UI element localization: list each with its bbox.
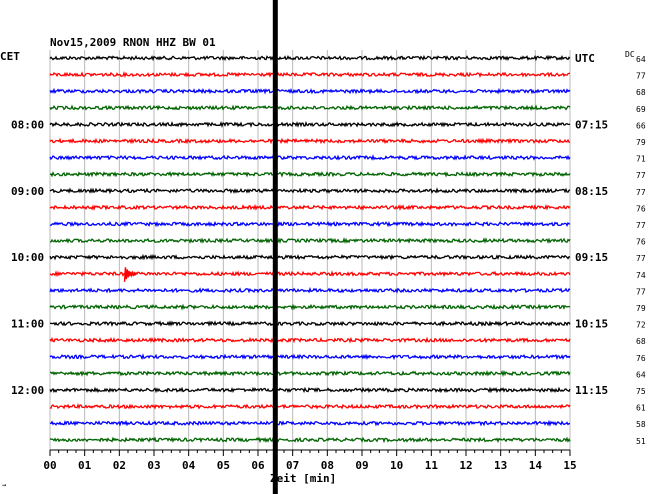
trace-line xyxy=(49,187,571,195)
right-time-labels: UTC 07:15 08:15 09:15 10:15 11:15 xyxy=(575,52,608,397)
dc-value: 58 xyxy=(636,420,646,429)
dc-value: 77 xyxy=(636,287,646,296)
trace-line xyxy=(49,220,571,228)
dc-value: 69 xyxy=(636,105,646,114)
left-time-label: 08:00 xyxy=(11,118,44,131)
right-time-label: 11:15 xyxy=(575,384,608,397)
x-tick-label: 10 xyxy=(390,459,403,472)
dc-value: 77 xyxy=(636,188,646,197)
trace-line xyxy=(49,71,571,79)
dc-value: 79 xyxy=(636,304,646,313)
chart-header: Nov15,2009 RNON HHZ BW 01 xyxy=(50,36,216,49)
left-timezone-label: CET xyxy=(0,50,20,63)
x-tick-label: 00 xyxy=(43,459,56,472)
dc-value: 77 xyxy=(636,221,646,230)
trace-line xyxy=(49,369,571,378)
dc-value: 71 xyxy=(636,155,646,164)
trace-group xyxy=(49,54,571,444)
dc-value: 68 xyxy=(636,337,646,346)
dc-values: 64 77 68 69 66 79 71 77 77 76 77 76 77 74 77 79 72 68 76 64… xyxy=(636,55,646,446)
x-tick-label: 15 xyxy=(563,459,576,472)
corner-mark: → xyxy=(2,481,6,489)
seismic-event-marker xyxy=(123,267,138,282)
right-time-label: 08:15 xyxy=(575,185,608,198)
x-tick-label: 07 xyxy=(286,459,299,472)
trace-line xyxy=(49,303,571,311)
right-time-label: 09:15 xyxy=(575,251,608,264)
x-tick-label: 06 xyxy=(251,459,265,472)
trace-line xyxy=(49,336,571,344)
x-tick-label: 02 xyxy=(113,459,126,472)
x-tick-label: 03 xyxy=(147,459,160,472)
left-time-label: 11:00 xyxy=(11,318,44,331)
left-time-label: 10:00 xyxy=(11,251,44,264)
trace-line xyxy=(49,419,571,427)
dc-value: 79 xyxy=(636,138,646,147)
x-tick-label: 05 xyxy=(217,459,230,472)
dc-value: 77 xyxy=(636,254,646,263)
dc-value: 64 xyxy=(636,370,646,379)
x-tick-label: 04 xyxy=(182,459,196,472)
current-time-marker xyxy=(272,0,278,494)
trace-line xyxy=(49,120,571,128)
dc-value: 66 xyxy=(636,121,646,130)
x-tick-label: 08 xyxy=(321,459,334,472)
trace-line xyxy=(49,320,571,328)
trace-line xyxy=(49,386,571,394)
dc-value: 75 xyxy=(636,387,646,396)
dc-value: 77 xyxy=(636,72,646,81)
trace-line xyxy=(49,87,571,95)
dc-value: 77 xyxy=(636,171,646,180)
dc-label: DC xyxy=(625,50,635,59)
event-waveform xyxy=(123,267,138,282)
dc-value: 72 xyxy=(636,321,646,330)
x-tick-label: 13 xyxy=(494,459,507,472)
left-time-label: 09:00 xyxy=(11,185,44,198)
x-tick-label: 09 xyxy=(355,459,368,472)
trace-line xyxy=(49,170,571,178)
trace-line xyxy=(49,237,571,245)
trace-line xyxy=(49,137,571,145)
dc-value: 76 xyxy=(636,238,646,247)
trace-line xyxy=(49,436,571,444)
dc-value: 64 xyxy=(636,55,646,64)
right-time-label: UTC xyxy=(575,52,595,65)
x-tick-label: 12 xyxy=(459,459,472,472)
x-tick-label: 11 xyxy=(425,459,439,472)
dc-value: 61 xyxy=(636,404,646,413)
right-time-label: 07:15 xyxy=(575,118,608,131)
trace-line xyxy=(49,353,571,361)
trace-line xyxy=(49,403,571,410)
dc-value: 51 xyxy=(636,437,646,446)
x-axis: 00 01 02 03 04 05 06 07 08 09 10 11 12 13 14 15 xyxy=(43,450,577,472)
trace-line xyxy=(49,54,571,62)
trace-line xyxy=(49,154,571,161)
dc-value: 76 xyxy=(636,354,646,363)
x-tick-label: 14 xyxy=(529,459,543,472)
dc-value: 68 xyxy=(636,88,646,97)
left-time-label: 12:00 xyxy=(11,384,44,397)
trace-line xyxy=(49,104,571,111)
left-time-labels: 08:00 09:00 10:00 11:00 12:00 xyxy=(11,118,44,397)
x-tick-label: 01 xyxy=(78,459,92,472)
dc-value: 74 xyxy=(636,271,646,280)
x-axis-label: Zeit [min] xyxy=(270,472,336,485)
dc-value: 76 xyxy=(636,204,646,213)
trace-line xyxy=(49,203,571,211)
right-time-label: 10:15 xyxy=(575,318,608,331)
trace-line xyxy=(49,286,571,294)
trace-line xyxy=(49,253,571,261)
